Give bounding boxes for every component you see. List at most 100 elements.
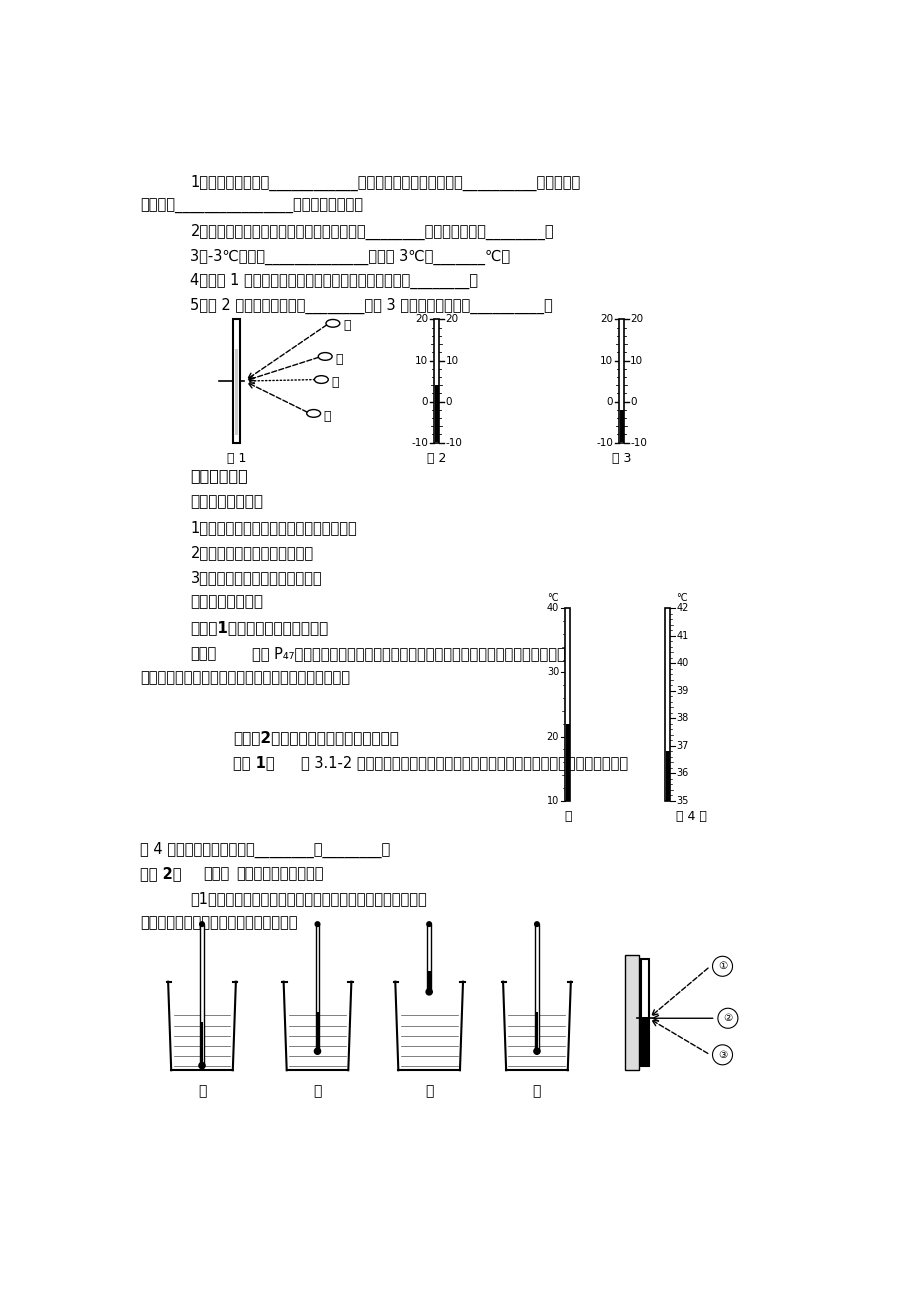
Bar	[535, 1012, 538, 1051]
Text: 甲: 甲	[198, 1085, 206, 1098]
Ellipse shape	[314, 376, 328, 383]
Text: 图 1: 图 1	[227, 452, 246, 465]
Text: 3．如何用温度计测物体的温度？: 3．如何用温度计测物体的温度？	[190, 570, 322, 585]
Circle shape	[425, 988, 432, 995]
Text: 实验：: 实验：	[203, 866, 230, 881]
Circle shape	[426, 922, 431, 927]
Text: 2．温度计的工作原理是什么？: 2．温度计的工作原理是什么？	[190, 546, 313, 560]
Text: 10: 10	[599, 355, 612, 366]
Bar	[235, 349, 238, 435]
Ellipse shape	[318, 353, 332, 361]
Bar	[618, 410, 623, 443]
Circle shape	[711, 1044, 732, 1065]
Bar	[618, 319, 623, 443]
Text: 甲: 甲	[343, 319, 350, 332]
Text: （1）测量水的温度前，思考下图中哪些做法和读数方法是正: （1）测量水的温度前，思考下图中哪些做法和读数方法是正	[190, 891, 426, 906]
Text: 问题：: 问题：	[190, 646, 217, 661]
Text: 二、合作探究: 二、合作探究	[190, 469, 248, 483]
Text: 丙: 丙	[425, 1085, 433, 1098]
Text: 图 4 中温度计的示数分别是________、________。: 图 4 中温度计的示数分别是________、________。	[141, 841, 391, 858]
Text: 问题 2：: 问题 2：	[141, 866, 182, 881]
Text: 20: 20	[445, 315, 459, 324]
Text: 计是根据________________的规律来工作的。: 计是根据________________的规律来工作的。	[141, 199, 363, 215]
Bar	[434, 319, 439, 443]
Text: 2．一个标准大气压下，冰水混合物的温度为________，沸水的温度为________。: 2．一个标准大气压下，冰水混合物的温度为________，沸水的温度为_____…	[190, 224, 553, 240]
Text: 10: 10	[546, 796, 559, 806]
Ellipse shape	[325, 319, 339, 327]
Text: -10: -10	[596, 437, 612, 448]
Bar	[641, 958, 648, 1066]
Bar	[564, 608, 570, 801]
Text: 丙: 丙	[331, 376, 338, 389]
Circle shape	[315, 922, 320, 927]
Text: 图 4 乙: 图 4 乙	[675, 810, 706, 823]
Bar	[427, 970, 430, 992]
Text: 41: 41	[675, 630, 688, 641]
Text: 乙: 乙	[335, 353, 343, 366]
Circle shape	[717, 1008, 737, 1029]
Text: 什么道理来测量温度的？怎样用自制温度计测量温度？: 什么道理来测量温度的？怎样用自制温度计测量温度？	[141, 671, 350, 686]
Bar	[200, 1022, 203, 1065]
Text: 10: 10	[445, 355, 459, 366]
Bar	[233, 319, 240, 443]
Text: 问题 1：: 问题 1：	[233, 755, 274, 771]
Text: 3．-3℃应读作______________，它比 3℃低_______℃。: 3．-3℃应读作______________，它比 3℃低_______℃。	[190, 249, 510, 264]
Text: 探究点2：温度计的使用（重点、难点）: 探究点2：温度计的使用（重点、难点）	[233, 730, 398, 745]
Bar	[625, 954, 639, 1070]
Text: 丁: 丁	[532, 1085, 540, 1098]
Text: 40: 40	[546, 603, 559, 613]
Text: -10: -10	[411, 437, 427, 448]
Text: （二）质疑探究：: （二）质疑探究：	[190, 595, 263, 609]
Text: 图 2: 图 2	[426, 452, 446, 465]
Text: 20: 20	[599, 315, 612, 324]
Text: °C: °C	[675, 592, 687, 603]
Bar	[641, 1017, 648, 1066]
Bar	[665, 751, 669, 801]
Text: 20: 20	[414, 315, 427, 324]
Text: ③: ③	[717, 1049, 726, 1060]
Text: 丁: 丁	[323, 410, 331, 423]
Circle shape	[711, 956, 732, 976]
Bar	[435, 385, 438, 443]
Text: ②: ②	[722, 1013, 732, 1023]
Text: 5．图 2 中温度计的示数是________，图 3 中温度计的示数是__________。: 5．图 2 中温度计的示数是________，图 3 中温度计的示数是_____…	[190, 298, 552, 314]
Text: 39: 39	[675, 686, 688, 695]
Text: -10: -10	[445, 437, 462, 448]
Text: 10: 10	[630, 355, 642, 366]
Bar	[664, 608, 670, 801]
Text: 37: 37	[675, 741, 688, 751]
Text: 42: 42	[675, 603, 688, 613]
Text: 30: 30	[546, 668, 559, 677]
Text: 4．如图 1 所示，读取温度计示数的方法中，正确的是________。: 4．如图 1 所示，读取温度计示数的方法中，正确的是________。	[190, 273, 478, 289]
Text: 确的，哪些是错误的，错误的错在哪里？: 确的，哪些是错误的，错误的错在哪里？	[141, 915, 298, 931]
Text: 20: 20	[630, 315, 642, 324]
Text: 38: 38	[675, 713, 688, 723]
Text: 0: 0	[630, 397, 636, 406]
Text: 乙: 乙	[313, 1085, 322, 1098]
Text: 35: 35	[675, 796, 688, 806]
Text: 探究点1：温度计的原理（重点）: 探究点1：温度计的原理（重点）	[190, 620, 328, 635]
Bar	[427, 924, 430, 992]
Circle shape	[199, 922, 204, 927]
Text: 10: 10	[414, 355, 427, 366]
Circle shape	[199, 1062, 205, 1069]
Text: 1．温度是表示物体____________的物理量，测温度的他器是__________，常用温度: 1．温度是表示物体____________的物理量，测温度的他器是_______…	[190, 174, 580, 191]
Circle shape	[534, 922, 539, 927]
Text: 完成 P₄₇想想做做。通过观察水柱的位置变化，思考：这个自制的温度计是根据: 完成 P₄₇想想做做。通过观察水柱的位置变化，思考：这个自制的温度计是根据	[252, 646, 565, 661]
Text: 甲: 甲	[563, 810, 571, 823]
Bar	[315, 924, 319, 1051]
Text: 0: 0	[445, 397, 451, 406]
Text: ①: ①	[717, 961, 726, 971]
Text: °C: °C	[547, 592, 559, 603]
Bar	[535, 924, 539, 1051]
Text: 1．什么是温度？摄氏温度是如何规定的？: 1．什么是温度？摄氏温度是如何规定的？	[190, 521, 357, 535]
Bar	[316, 1012, 319, 1051]
Bar	[200, 924, 203, 1065]
Circle shape	[314, 1048, 320, 1055]
Ellipse shape	[306, 410, 320, 417]
Text: 0: 0	[421, 397, 427, 406]
Text: 图 3: 图 3	[611, 452, 630, 465]
Text: 用温度计测量水的温度: 用温度计测量水的温度	[236, 866, 323, 881]
Text: （一）学始于痑：: （一）学始于痑：	[190, 495, 263, 509]
Text: -10: -10	[630, 437, 646, 448]
